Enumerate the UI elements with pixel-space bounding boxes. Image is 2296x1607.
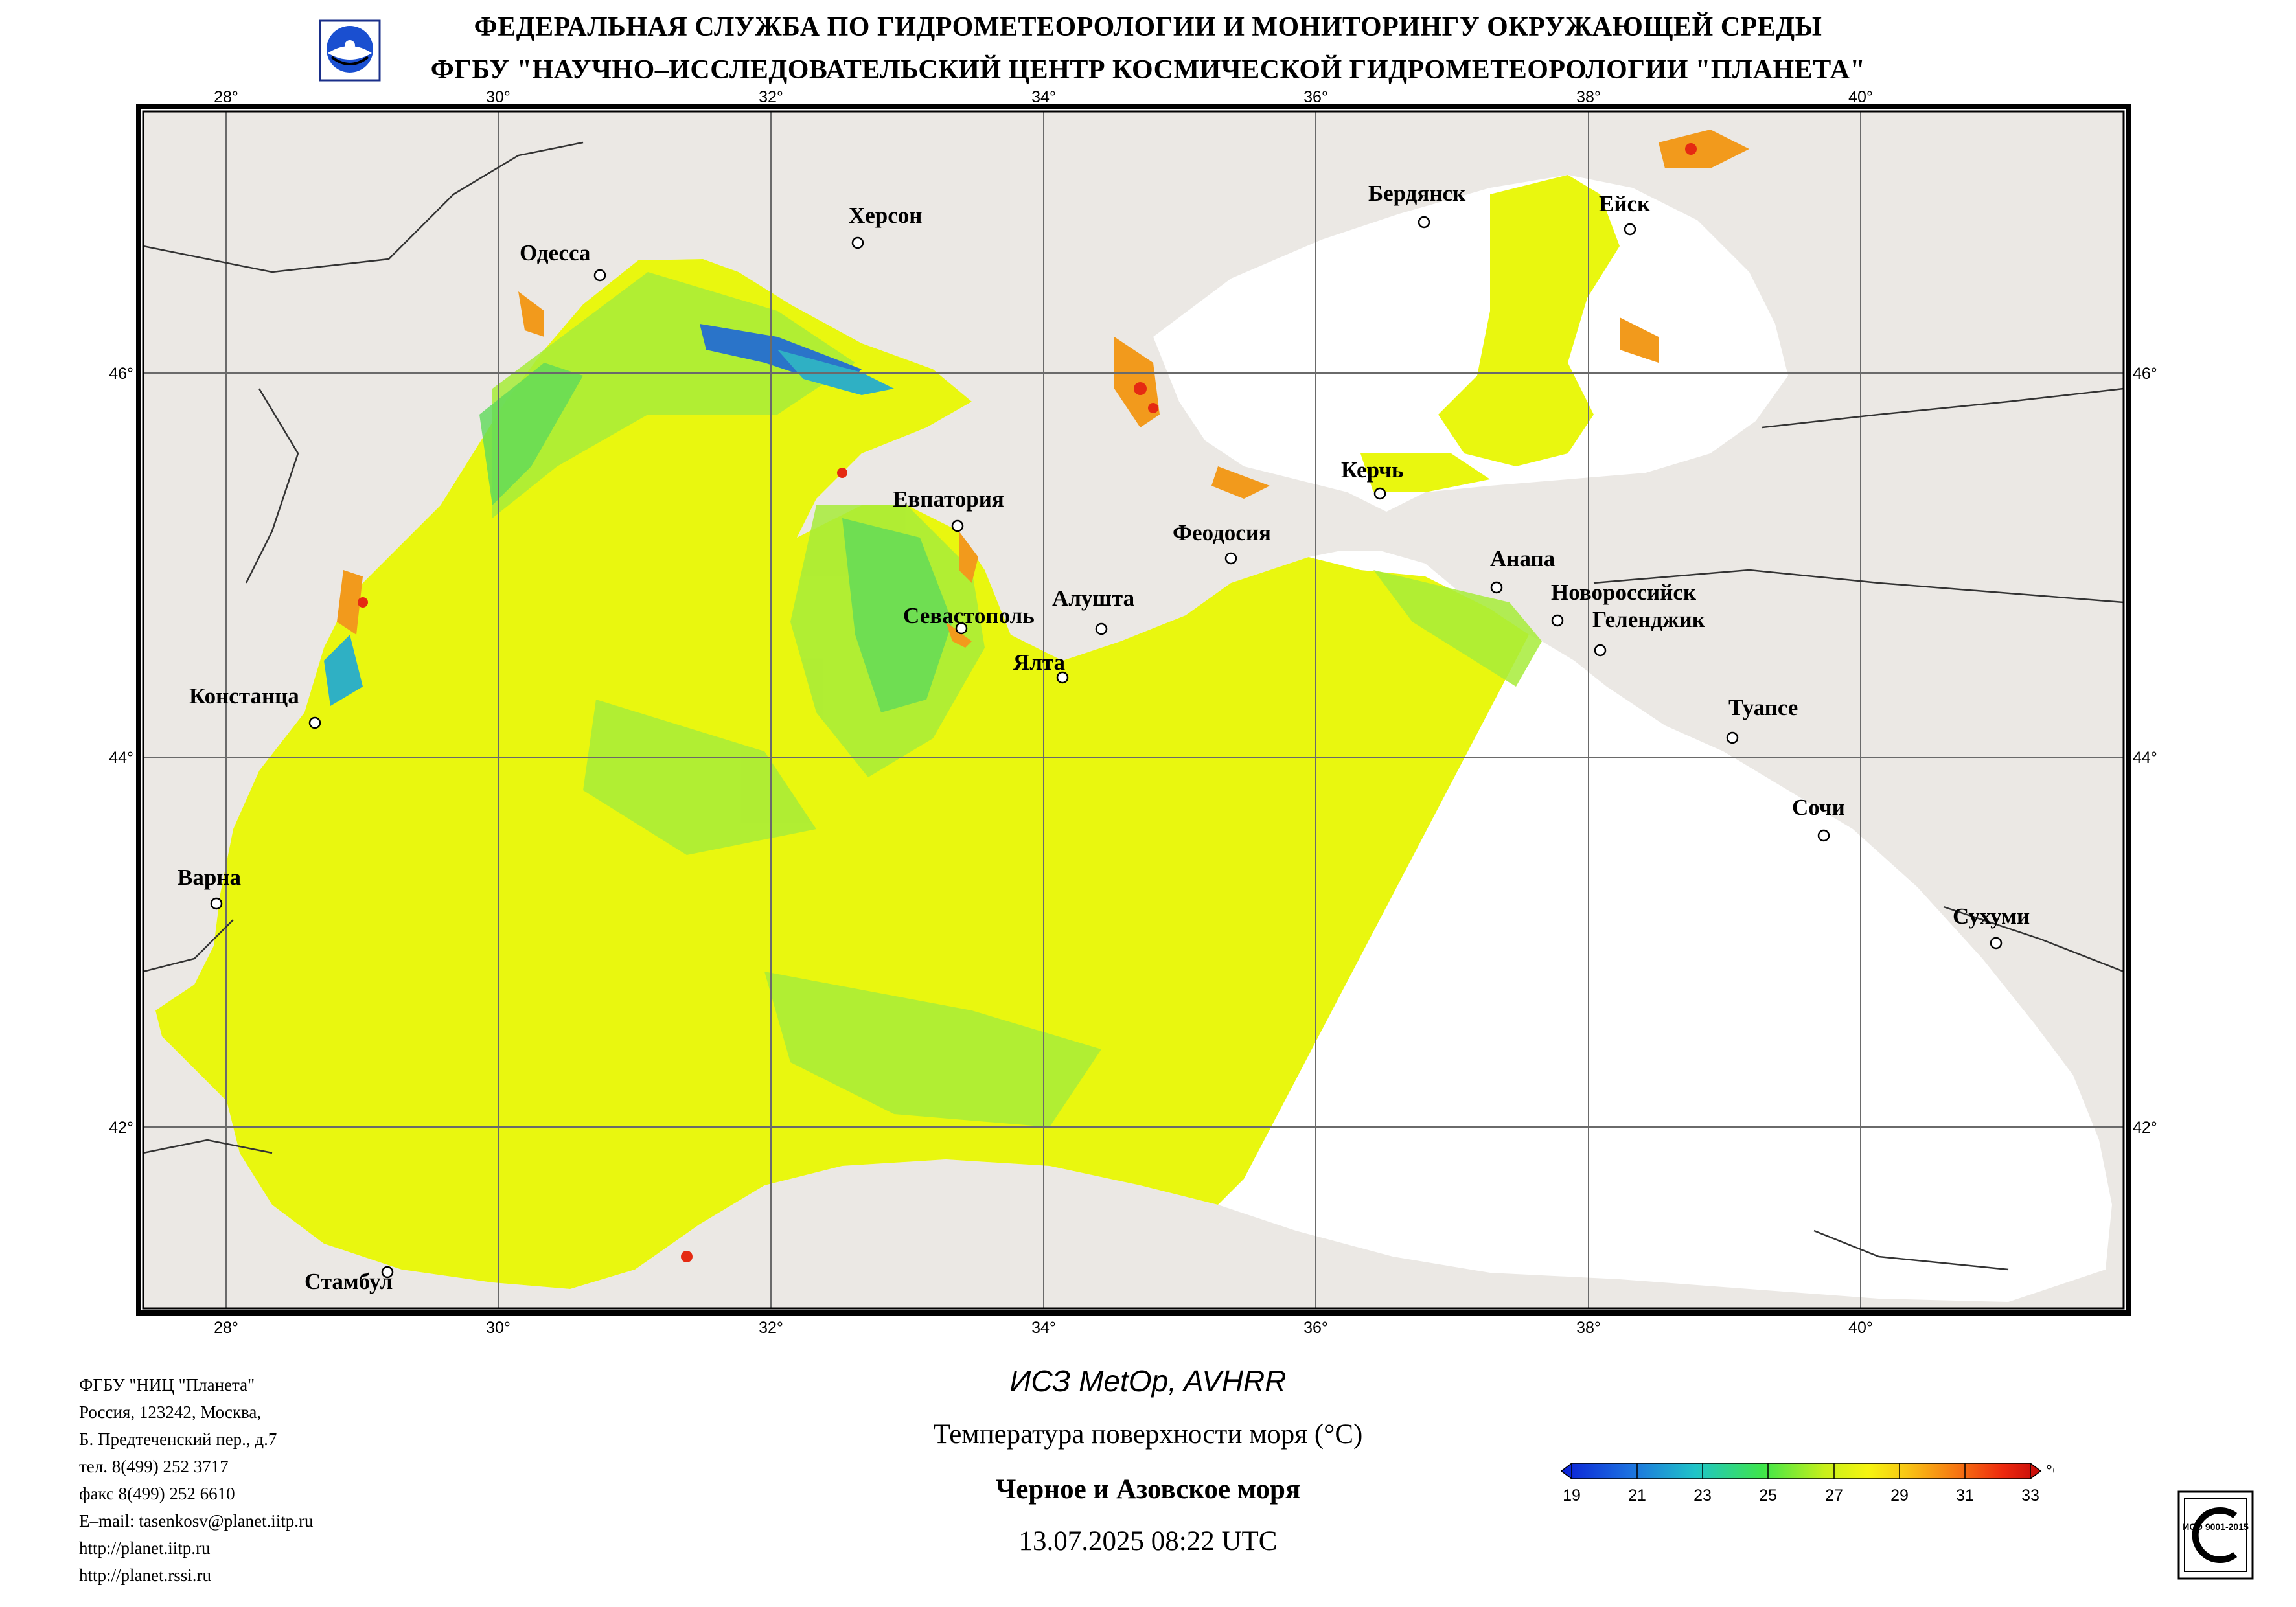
city-label-tuapse: Туапсе	[1728, 695, 1798, 720]
colorbar-tick-label: 33	[2021, 1487, 2039, 1505]
land-borders	[143, 141, 2124, 1271]
city-label-novorossiysk: Новороссийск	[1551, 580, 1697, 605]
city-label-sevastopol: Севастополь	[903, 603, 1035, 628]
planeta-logo-icon	[319, 19, 381, 82]
city-label-yalta: Ялта	[1013, 650, 1065, 675]
city-label-sochi: Сочи	[1792, 795, 1845, 820]
city-label-odessa: Одесса	[520, 240, 590, 266]
colorbar-tick-label: 29	[1890, 1487, 1909, 1505]
sst-warm-spots	[337, 130, 1749, 648]
lat-tick: 46°	[2133, 365, 2157, 383]
org-email[interactable]: E–mail: tasenkosv@planet.iitp.ru	[79, 1511, 314, 1531]
sst-field-azov	[1438, 175, 1620, 466]
colorbar-tick-label: 25	[1759, 1487, 1777, 1505]
city-label-istanbul: Стамбул	[304, 1269, 393, 1294]
city-label-alushta: Алушта	[1052, 586, 1134, 611]
map-frame	[142, 110, 2125, 1310]
colorbar: 19 21 23 25 27 29 31 33 °C	[1561, 1462, 2054, 1505]
lat-tick: 44°	[109, 749, 133, 767]
lat-tick: 42°	[109, 1119, 133, 1137]
lon-tick: 32°	[759, 1319, 783, 1337]
org-line: Б. Предтеченский пер., д.7	[79, 1430, 277, 1449]
colorbar-unit: °C	[2046, 1462, 2054, 1480]
colorbar-tick-label: 21	[1628, 1487, 1646, 1505]
city-label-feodosia: Феодосия	[1173, 520, 1271, 545]
city-label-kerch: Керчь	[1341, 457, 1403, 483]
city-label-anapa: Анапа	[1490, 546, 1555, 571]
city-label-constanta: Констанца	[189, 683, 299, 709]
lon-tick: 30°	[486, 1319, 511, 1337]
azov-sea-area	[1153, 175, 1788, 512]
lon-tick: 40°	[1848, 88, 1873, 106]
city-label-yeysk: Ейск	[1599, 191, 1651, 216]
lat-ticks-left: 46° 44° 42°	[109, 365, 133, 1137]
city-label-evpatoria: Евпатория	[893, 486, 1004, 512]
lat-tick: 42°	[2133, 1119, 2157, 1137]
caption-datetime: 13.07.2025 08:22 UTC	[1018, 1526, 1278, 1556]
lon-tick: 40°	[1848, 1319, 1873, 1337]
lon-tick: 34°	[1031, 88, 1056, 106]
caption-region: Черное и Азовское моря	[995, 1474, 1301, 1505]
colorbar-tick-label: 19	[1563, 1487, 1581, 1505]
lat-tick: 44°	[2133, 749, 2157, 767]
org-line: ФГБУ "НИЦ "Планета"	[79, 1375, 255, 1395]
city-label-kherson: Херсон	[849, 203, 922, 228]
lon-tick: 34°	[1031, 1319, 1056, 1337]
colorbar-tick-label: 23	[1693, 1487, 1712, 1505]
city-labels: Одесса Херсон Бердянск Ейск Керчь Евпато…	[178, 181, 2030, 1294]
lon-tick: 32°	[759, 88, 783, 106]
colorbar-tick-label: 31	[1956, 1487, 1974, 1505]
stamp-text: ИСО 9001-2015	[2183, 1522, 2249, 1532]
org-url[interactable]: http://planet.iitp.ru	[79, 1538, 211, 1558]
lon-tick: 38°	[1576, 88, 1601, 106]
lon-tick: 28°	[214, 88, 238, 106]
colorbar-tick-labels: 19 21 23 25 27 29 31 33	[1563, 1487, 2039, 1505]
city-label-varna: Варна	[178, 865, 241, 890]
lon-ticks-bottom: 28° 30° 32° 34° 36° 38° 40°	[214, 1319, 1873, 1337]
city-markers	[210, 216, 2003, 1279]
lon-tick: 38°	[1576, 1319, 1601, 1337]
lat-tick: 46°	[109, 365, 133, 383]
org-url[interactable]: http://planet.rssi.ru	[79, 1566, 211, 1585]
org-line: Россия, 123242, Москва,	[79, 1402, 262, 1422]
colorbar-tick-label: 27	[1825, 1487, 1843, 1505]
city-label-berdyansk: Бердянск	[1368, 181, 1466, 206]
lat-ticks-right: 46° 44° 42°	[2133, 365, 2157, 1137]
lon-tick: 28°	[214, 1319, 238, 1337]
lon-ticks-top: 28° 30° 32° 34° 36° 38° 40°	[214, 88, 1873, 106]
colorbar-ticks	[1571, 1463, 2031, 1479]
map-graticule	[143, 111, 2124, 1308]
city-label-gelendzhik: Геленджик	[1592, 607, 1706, 632]
city-label-sukhumi: Сухуми	[1953, 904, 2030, 929]
organization-info: ФГБУ "НИЦ "Планета" Россия, 123242, Моск…	[79, 1371, 314, 1589]
header-title-line1: ФЕДЕРАЛЬНАЯ СЛУЖБА ПО ГИДРОМЕТЕОРОЛОГИИ …	[474, 12, 1822, 42]
lon-tick: 36°	[1303, 88, 1328, 106]
sst-cooler-zones	[479, 363, 952, 712]
lon-tick: 30°	[486, 88, 511, 106]
org-line: тел. 8(499) 252 3717	[79, 1457, 229, 1476]
caption-product: Температура поверхности моря (°C)	[933, 1419, 1363, 1450]
iso-certification-stamp-icon: ИСО 9001-2015	[2177, 1490, 2254, 1580]
caption-satellite: ИСЗ MetOp, AVHRR	[1009, 1364, 1287, 1398]
lon-tick: 36°	[1303, 1319, 1328, 1337]
org-line: факс 8(499) 252 6610	[79, 1484, 235, 1503]
header-title-line2: ФГБУ "НАУЧНО–ИССЛЕДОВАТЕЛЬСКИЙ ЦЕНТР КОС…	[430, 55, 1866, 85]
colorbar-gradient	[1561, 1463, 2042, 1479]
